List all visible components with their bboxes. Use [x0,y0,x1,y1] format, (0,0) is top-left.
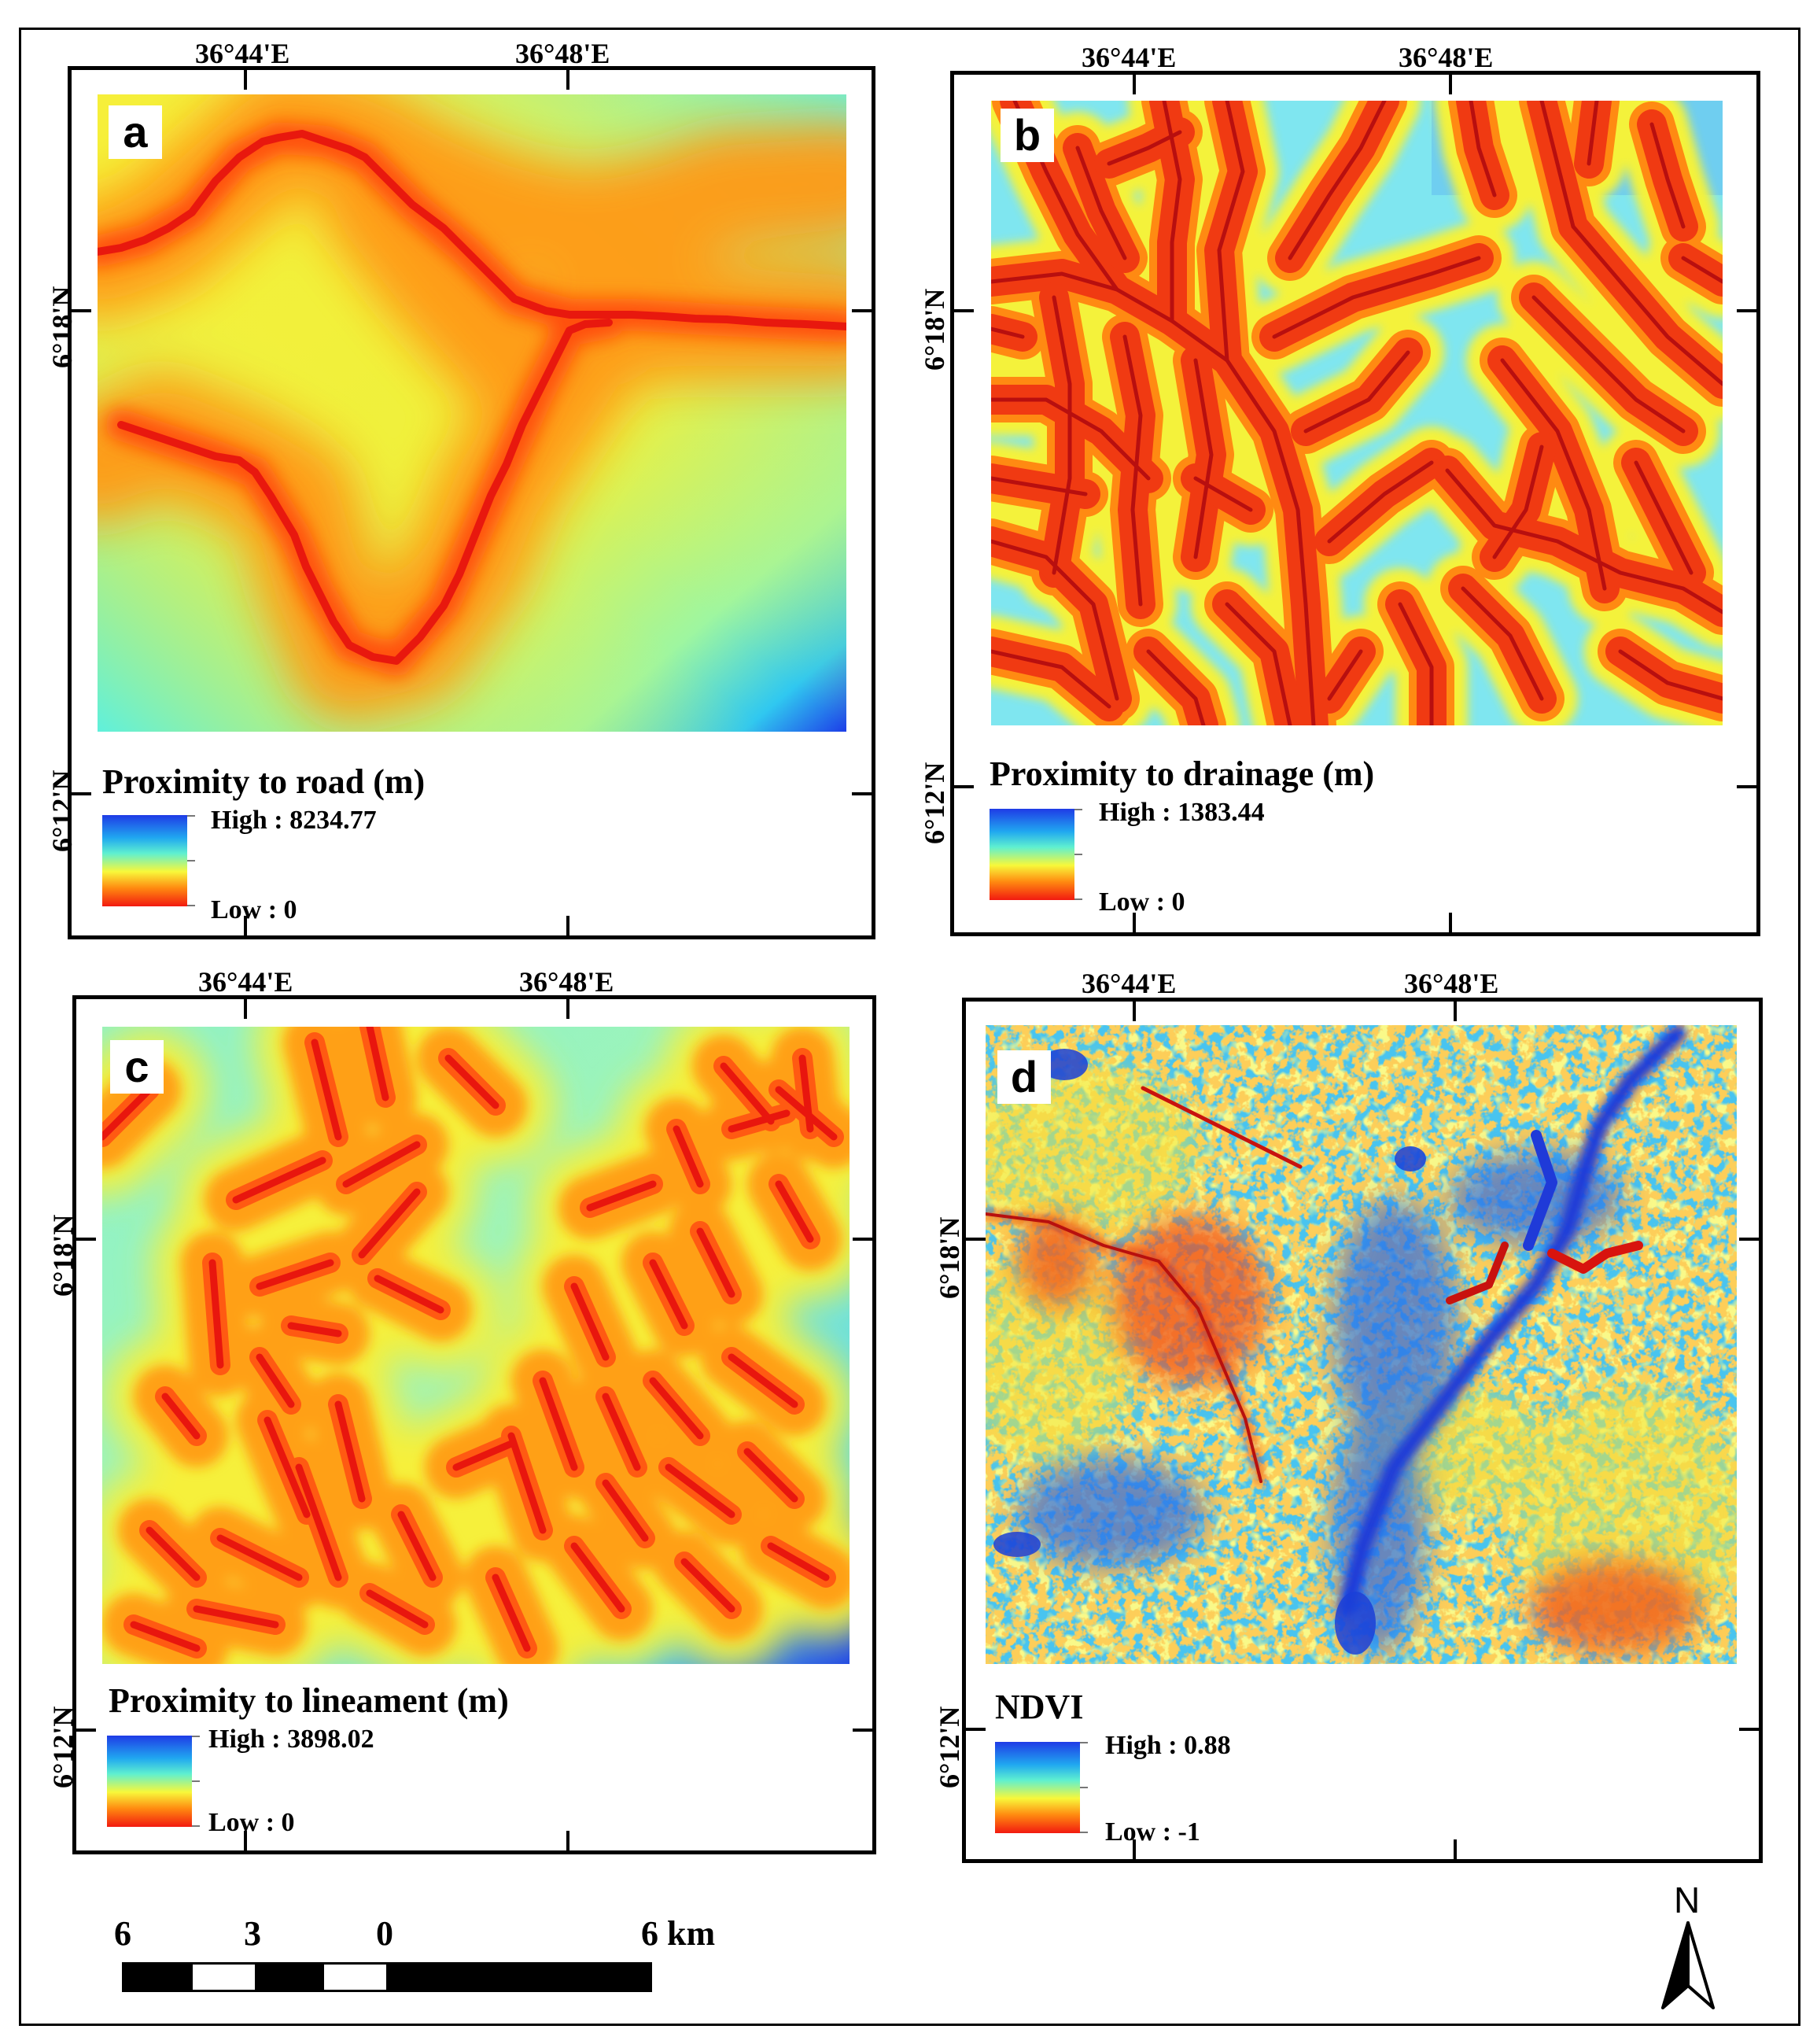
panel-d-lat-bottom-label: 6°12'N [934,1706,965,1788]
panel-b-lat-bottom-label: 6°12'N [919,762,950,844]
panel-b-lon-right-label: 36°48'E [1399,42,1494,73]
panel-c-letter: c [110,1040,164,1094]
scale-label-3: 3 [244,1914,261,1953]
panel-d-legend-title: NDVI [995,1688,1084,1726]
panel-b-legend-title: Proximity to drainage (m) [990,755,1375,793]
panel-c-legend-title: Proximity to lineament (m) [109,1681,509,1720]
panel-c-legend-ramp [107,1736,192,1827]
scale-label-6km: 6 km [641,1914,716,1953]
panel-a-lon-left-label: 36°44'E [195,38,290,69]
panel-b-lon-left-label: 36°44'E [1082,42,1177,73]
panel-a-legend-low: Low : 0 [211,895,297,924]
panel-a-legend-ramp [102,815,187,906]
panel-b-raster-map [991,101,1723,725]
north-arrow-label: N [1674,1880,1701,1920]
panel-c-lon-left-label: 36°44'E [198,966,293,998]
panel-d-lat-top-label: 6°18'N [934,1216,965,1299]
panel-b-letter: b [1001,109,1054,162]
panel-d-lon-right-label: 36°48'E [1404,968,1499,999]
scale-label-6-left: 6 [114,1914,131,1953]
panel-a-letter: a [109,105,162,159]
panel-d-legend-ramp [995,1742,1080,1833]
panel-d-legend-high: High : 0.88 [1105,1731,1231,1760]
panel-d-lon-left-label: 36°44'E [1082,968,1177,999]
panel-c-raster-map [102,1027,850,1664]
panel-c-legend-low: Low : 0 [208,1808,295,1837]
panel-c-legend-high: High : 3898.02 [208,1725,374,1754]
panel-a-raster-map [98,94,846,732]
panel-a-legend-high: High : 8234.77 [211,806,377,835]
panel-d-raster-map [986,1025,1737,1664]
panel-b-legend-low: Low : 0 [1099,887,1185,917]
panel-a-legend-title: Proximity to road (m) [102,762,426,801]
north-arrow-icon [1660,1920,1716,2014]
panel-a-lon-right-label: 36°48'E [515,38,610,69]
scale-label-0: 0 [376,1914,393,1953]
panel-d-letter: d [997,1050,1051,1104]
panel-b-legend-high: High : 1383.44 [1099,798,1265,827]
panel-b-legend-ramp [990,809,1074,900]
panel-b-lat-top-label: 6°18'N [919,288,950,371]
figure-frame [19,28,1800,2026]
panel-d-legend-low: Low : -1 [1105,1817,1200,1847]
panel-c-lon-right-label: 36°48'E [519,966,614,998]
